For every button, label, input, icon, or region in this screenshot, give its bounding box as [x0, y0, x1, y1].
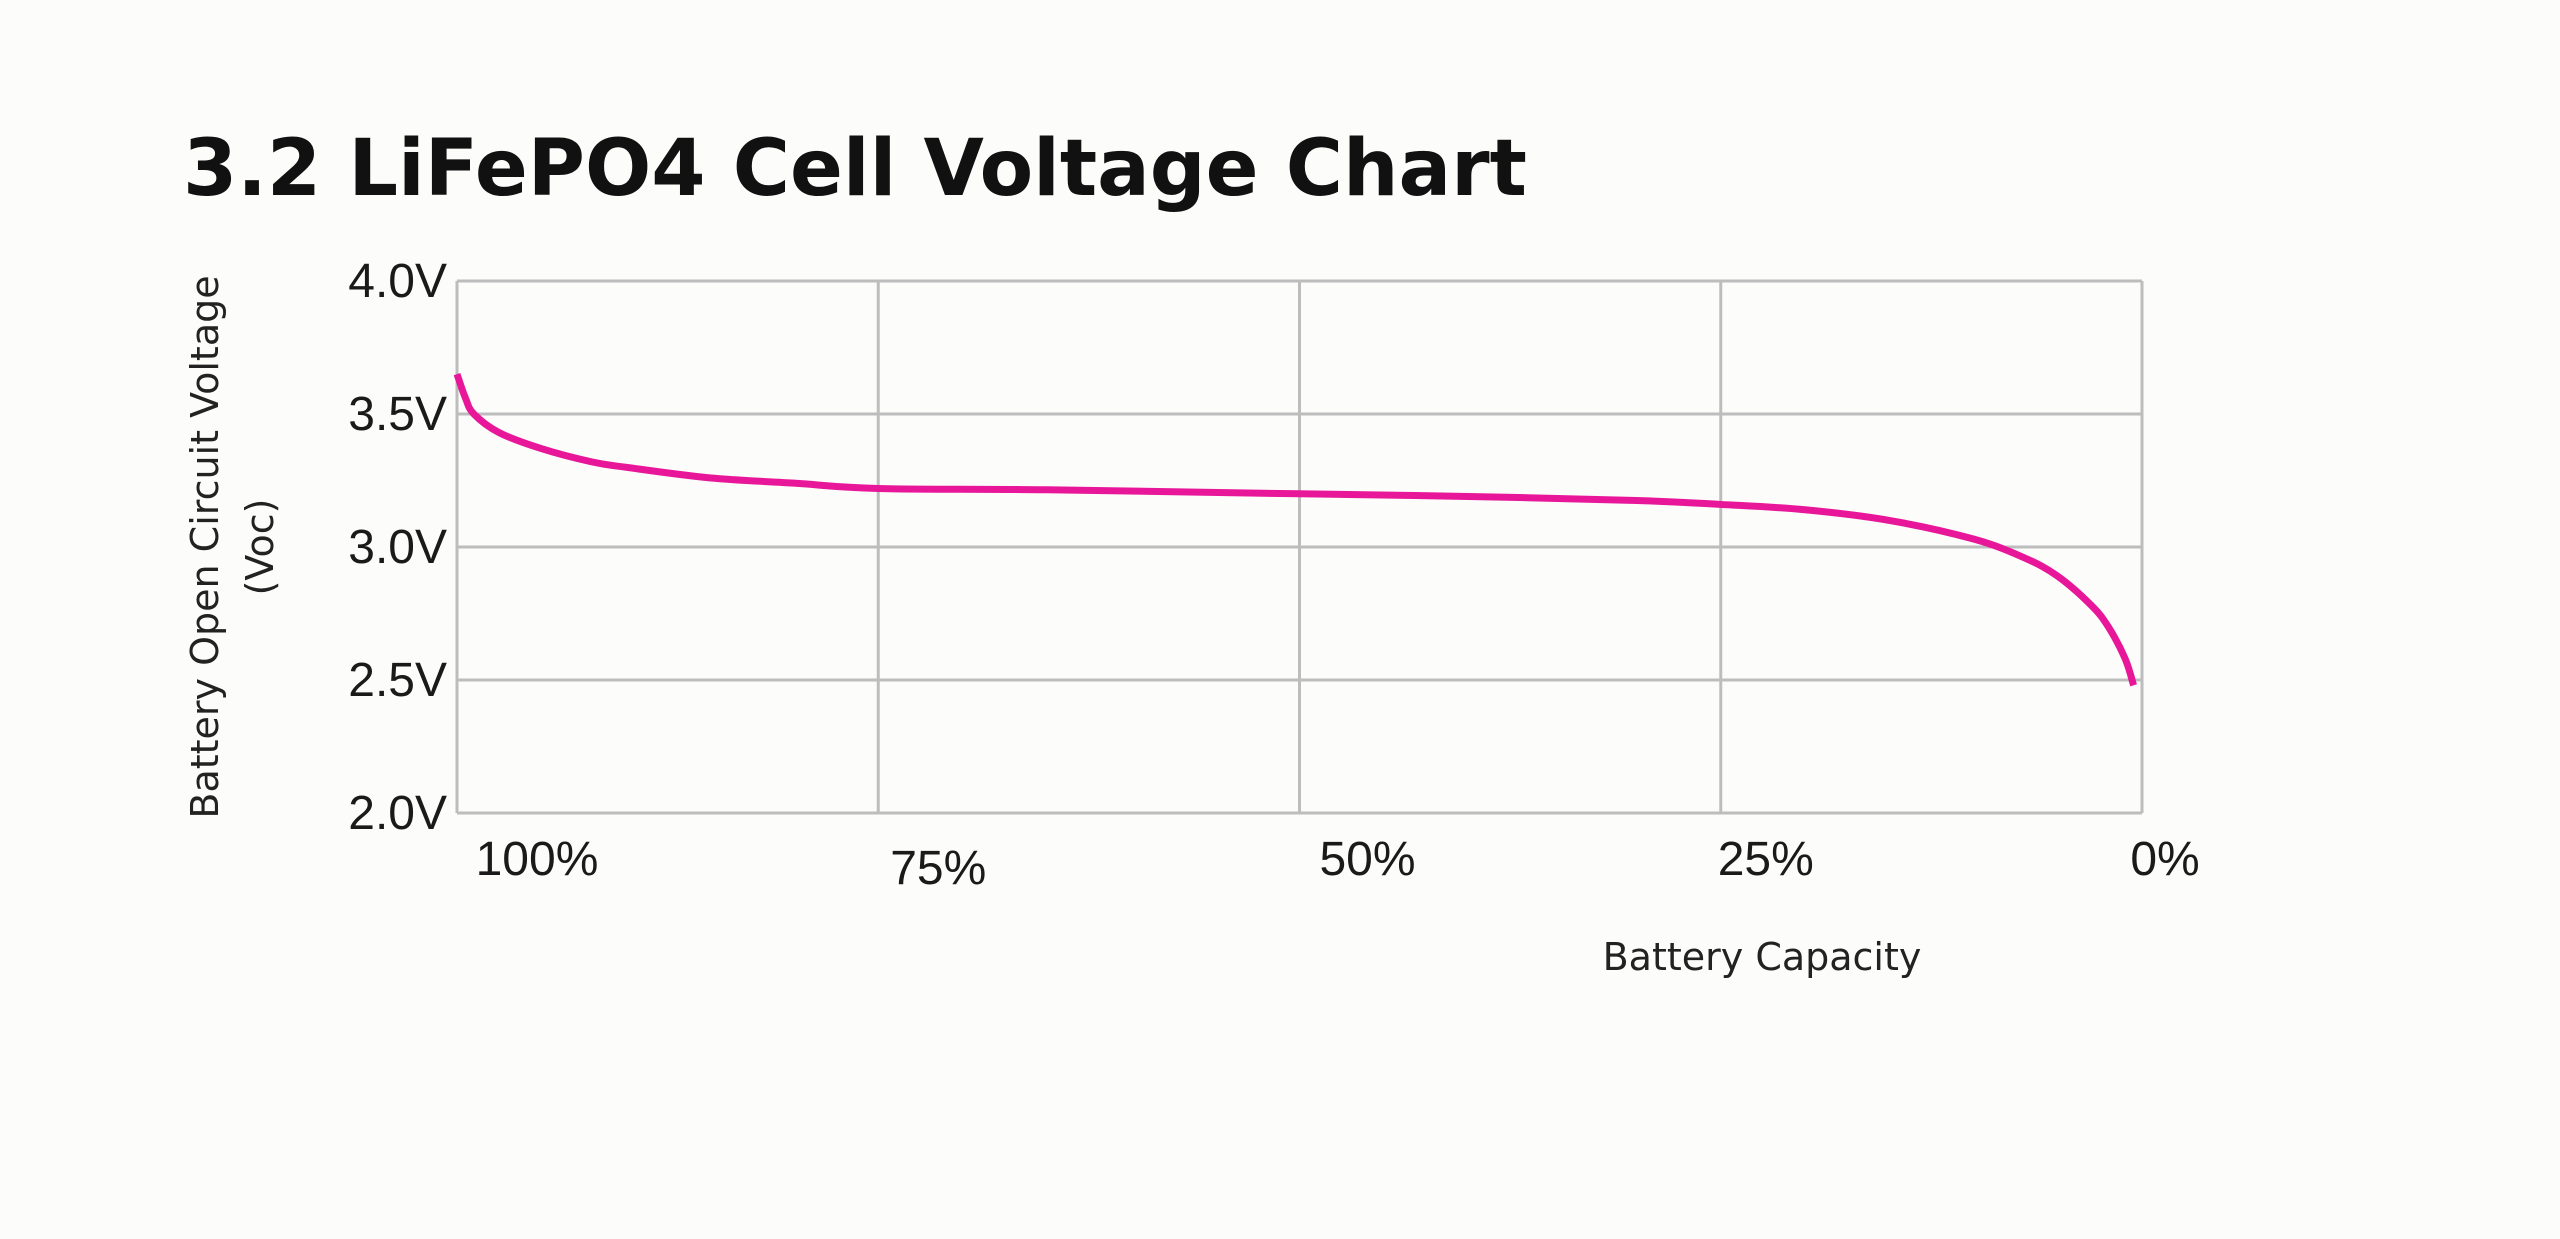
y-axis-label-unit: (Voc) — [238, 499, 282, 596]
voltage-curve — [453, 372, 2137, 687]
grid — [455, 279, 2144, 815]
y-tick-label: 4.0V — [348, 255, 447, 308]
x-tick-label: 25% — [1718, 833, 1814, 886]
x-tick-label: 0% — [2130, 833, 2199, 886]
x-tick-label: 50% — [1319, 833, 1415, 886]
y-tick-label: 2.5V — [348, 654, 447, 707]
chart-title: 3.2 LiFePO4 Cell Voltage Chart — [183, 124, 1527, 214]
y-tick-label: 2.0V — [348, 787, 447, 840]
x-tick-label: 100% — [476, 833, 599, 886]
y-tick-labels: 4.0V 3.5V 3.0V 2.5V 2.0V — [348, 255, 447, 840]
x-tick-label: 75% — [890, 842, 986, 895]
y-tick-label: 3.5V — [348, 388, 447, 441]
series-group — [453, 372, 2137, 687]
y-tick-label: 3.0V — [348, 521, 447, 574]
x-tick-labels: 100% 75% 50% 25% 0% — [476, 833, 2200, 895]
y-axis-label: Battery Open Circuit Voltage — [183, 275, 227, 818]
x-axis-label: Battery Capacity — [1603, 935, 1922, 979]
